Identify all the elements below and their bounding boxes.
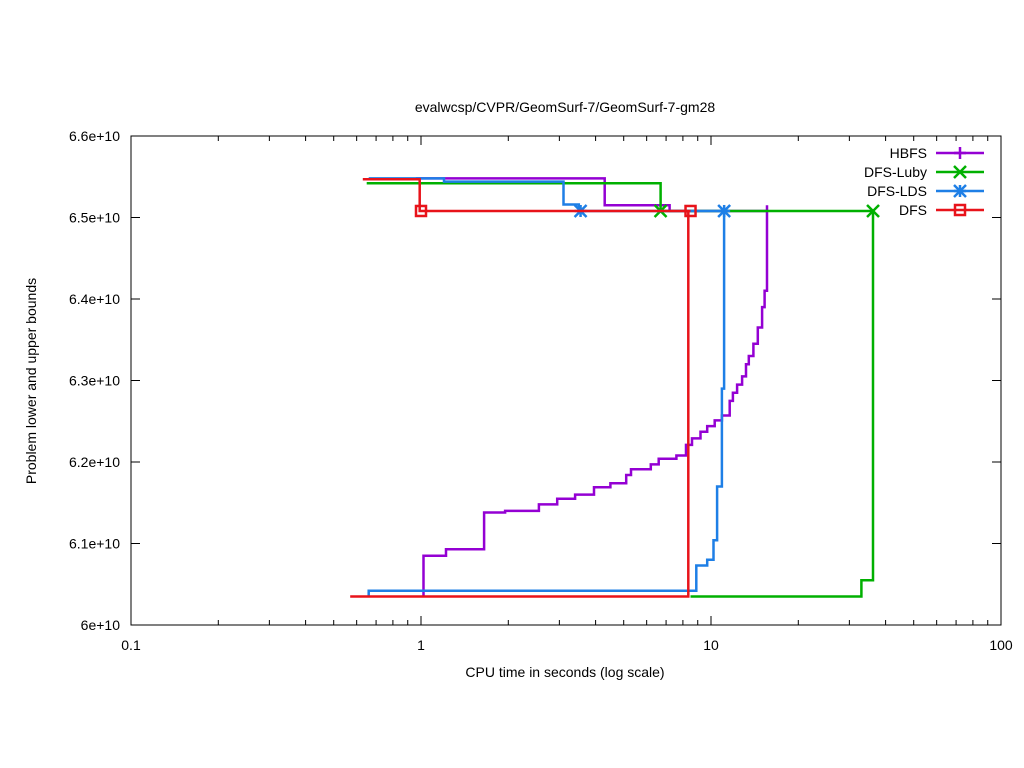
legend-label: DFS-Luby xyxy=(864,164,927,180)
y-tick-label: 6.1e+10 xyxy=(69,536,120,552)
y-tick-label: 6e+10 xyxy=(81,617,121,633)
legend-marker xyxy=(953,165,967,179)
x-tick-label: 1 xyxy=(417,637,425,653)
series-line-dfs-lds-lower xyxy=(367,211,726,597)
series-line-dfs-upper xyxy=(362,177,691,213)
data-point-dfs-luby xyxy=(866,204,880,218)
y-tick-label: 6.6e+10 xyxy=(69,128,120,144)
plot-area xyxy=(350,177,880,598)
legend: HBFS DFS-Luby DFS-LDS DFS xyxy=(864,145,984,218)
legend-label: DFS xyxy=(899,202,927,218)
x-tick-label: 0.1 xyxy=(121,637,141,653)
data-point-dfs xyxy=(684,204,697,218)
series-line-dfs-luby-lower xyxy=(690,211,875,598)
chart-title: evalwcsp/CVPR/GeomSurf-7/GeomSurf-7-gm28 xyxy=(415,99,716,115)
x-axis-label: CPU time in seconds (log scale) xyxy=(465,664,664,680)
legend-label: DFS-LDS xyxy=(867,183,927,199)
data-point-dfs xyxy=(414,204,428,218)
legend-marker xyxy=(953,203,967,217)
legend-marker xyxy=(954,147,966,159)
series-line-dfs-luby-upper xyxy=(366,182,873,213)
y-axis-label: Problem lower and upper bounds xyxy=(23,278,39,484)
y-tick-label: 6.3e+10 xyxy=(69,373,120,389)
plot-frame xyxy=(130,135,1002,626)
x-tick-label: 100 xyxy=(989,637,1013,653)
series-line-hbfs-lower xyxy=(422,205,769,597)
legend-marker xyxy=(953,184,967,198)
legend-label: HBFS xyxy=(890,145,927,161)
series-line-dfs-lower xyxy=(350,211,690,598)
x-tick-label: 10 xyxy=(703,637,719,653)
y-tick-label: 6.5e+10 xyxy=(69,210,120,226)
y-tick-label: 6.2e+10 xyxy=(69,454,120,470)
axis-ticks: 6e+10 6.1e+10 6.2e+10 6.3e+10 6.4e+10 6.5e+10… xyxy=(69,128,1013,653)
y-tick-label: 6.4e+10 xyxy=(69,291,120,307)
